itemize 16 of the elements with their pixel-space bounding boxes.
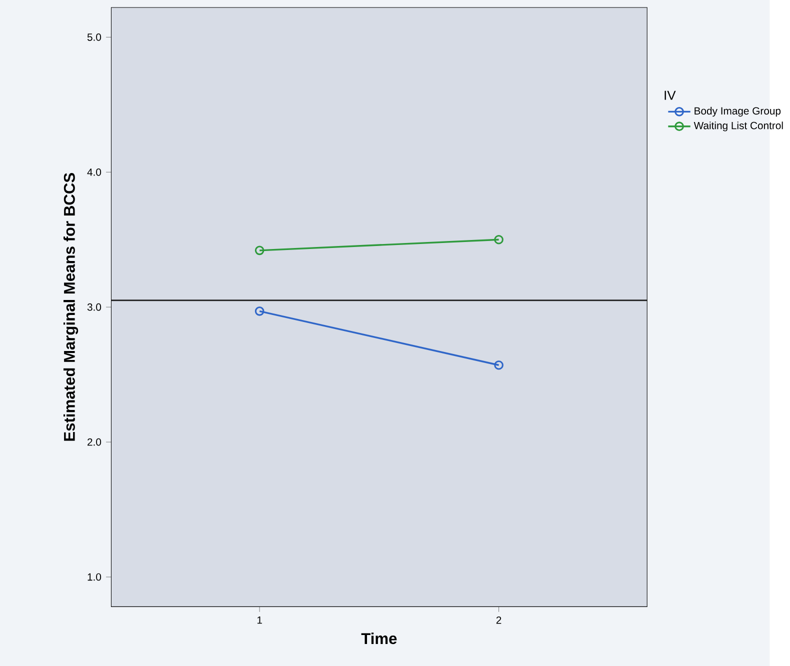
y-axis-title: Estimated Marginal Means for BCCS bbox=[64, 172, 78, 441]
point bbox=[494, 234, 504, 244]
legend-label: Waiting List Control bbox=[694, 121, 783, 132]
y-tick-label: 2.0 bbox=[88, 438, 102, 446]
legend-title: IV bbox=[664, 90, 676, 100]
y-tick-label: 1.0 bbox=[88, 573, 102, 580]
y-tick-label: 3.0 bbox=[87, 303, 102, 311]
x-tick-label: 2 bbox=[496, 616, 502, 624]
point bbox=[494, 360, 504, 370]
x-tick-label: 1 bbox=[257, 616, 262, 624]
point bbox=[254, 246, 264, 255]
y-tick-label: 4.0 bbox=[87, 168, 102, 176]
legend-label: Body Image Group bbox=[694, 106, 781, 116]
y-tick-label: 5.0 bbox=[87, 33, 102, 41]
point bbox=[254, 306, 264, 316]
x-axis-title: Time bbox=[361, 632, 397, 644]
